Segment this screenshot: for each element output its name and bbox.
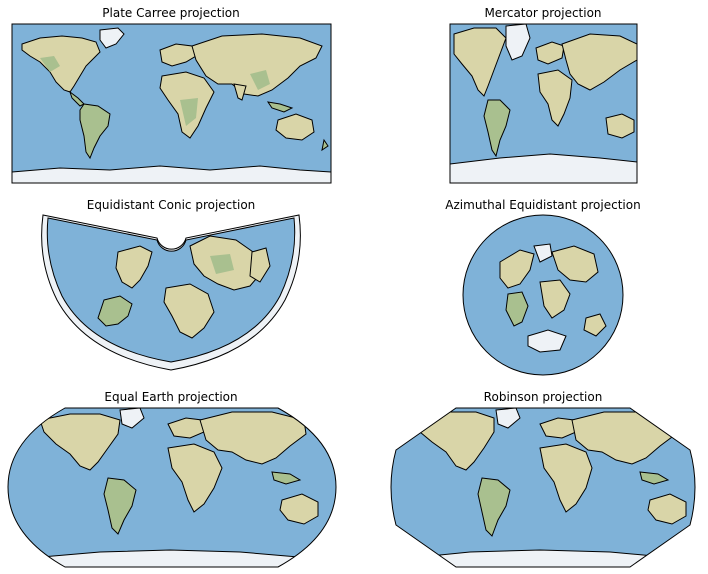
plate-carree-map (11, 23, 332, 184)
south-america-landmass (505, 291, 529, 327)
equal-earth-frame (7, 407, 337, 568)
africa-landmass (163, 283, 215, 339)
vegetation (250, 70, 270, 90)
north-america-landmass (39, 413, 121, 471)
north-america-landmass (115, 245, 153, 289)
antarctica-landmass (12, 165, 331, 183)
new-zealand-landmass (321, 138, 329, 152)
south-america-landmass (79, 103, 111, 160)
azimuthal-equidistant-title: Azimuthal Equidistant projection (445, 198, 641, 212)
equidistant-conic-map (41, 214, 301, 371)
antarctica-landmass (391, 549, 695, 567)
north-america-landmass (417, 411, 495, 471)
australia-landmass (279, 493, 319, 525)
north-america-landmass (21, 35, 101, 93)
east-asia-landmass (249, 247, 271, 283)
australia-landmass (583, 313, 607, 337)
equal-earth-map (7, 407, 337, 568)
antarctica-landmass (450, 153, 637, 183)
indonesia-landmass (266, 101, 294, 113)
mercator-frame (449, 23, 638, 184)
antarctica-landmass (527, 329, 567, 353)
indonesia-landmass (271, 471, 302, 485)
asia-landmass (199, 411, 307, 465)
asia-landmass (191, 33, 323, 97)
south-america-landmass (483, 99, 511, 158)
robinson-title: Robinson projection (483, 390, 603, 404)
india-landmass (233, 83, 247, 101)
vegetation (210, 254, 234, 274)
africa-landmass (537, 69, 573, 127)
south-america-landmass (97, 295, 133, 327)
south-america-landmass (477, 477, 511, 537)
azimuthal-equidistant-map (462, 214, 624, 376)
indonesia-landmass (639, 471, 670, 485)
greenland-landmass (99, 27, 125, 49)
vegetation (180, 98, 198, 126)
mercator-map (449, 23, 638, 184)
south-america-landmass (103, 477, 137, 535)
australia-landmass (275, 113, 315, 141)
plate-carree-title: Plate Carree projection (102, 6, 240, 20)
europe-landmass (535, 41, 565, 65)
africa-landmass (167, 443, 223, 513)
europe-landmass (159, 43, 197, 67)
plate-carree-frame (11, 23, 332, 184)
robinson-map (390, 407, 696, 568)
azimuthal-frame (462, 214, 624, 376)
equal-earth-title: Equal Earth projection (104, 390, 238, 404)
equidistant-conic-title: Equidistant Conic projection (86, 198, 256, 212)
north-america-landmass (499, 249, 535, 289)
asia-landmass (561, 33, 637, 91)
conic-inner-boundary (46, 217, 296, 363)
antarctica-landmass (8, 549, 336, 567)
mercator-title: Mercator projection (484, 6, 602, 20)
africa-landmass (539, 443, 593, 513)
australia-landmass (605, 113, 635, 139)
vegetation (40, 56, 60, 72)
australia-landmass (647, 493, 687, 525)
north-america-landmass (453, 27, 507, 97)
greenland-landmass (505, 24, 531, 61)
central-america-landmass (69, 90, 85, 107)
africa-landmass (539, 279, 571, 319)
eurasia-landmass (551, 245, 599, 283)
robinson-frame (390, 407, 696, 568)
greenland-landmass (533, 243, 553, 263)
